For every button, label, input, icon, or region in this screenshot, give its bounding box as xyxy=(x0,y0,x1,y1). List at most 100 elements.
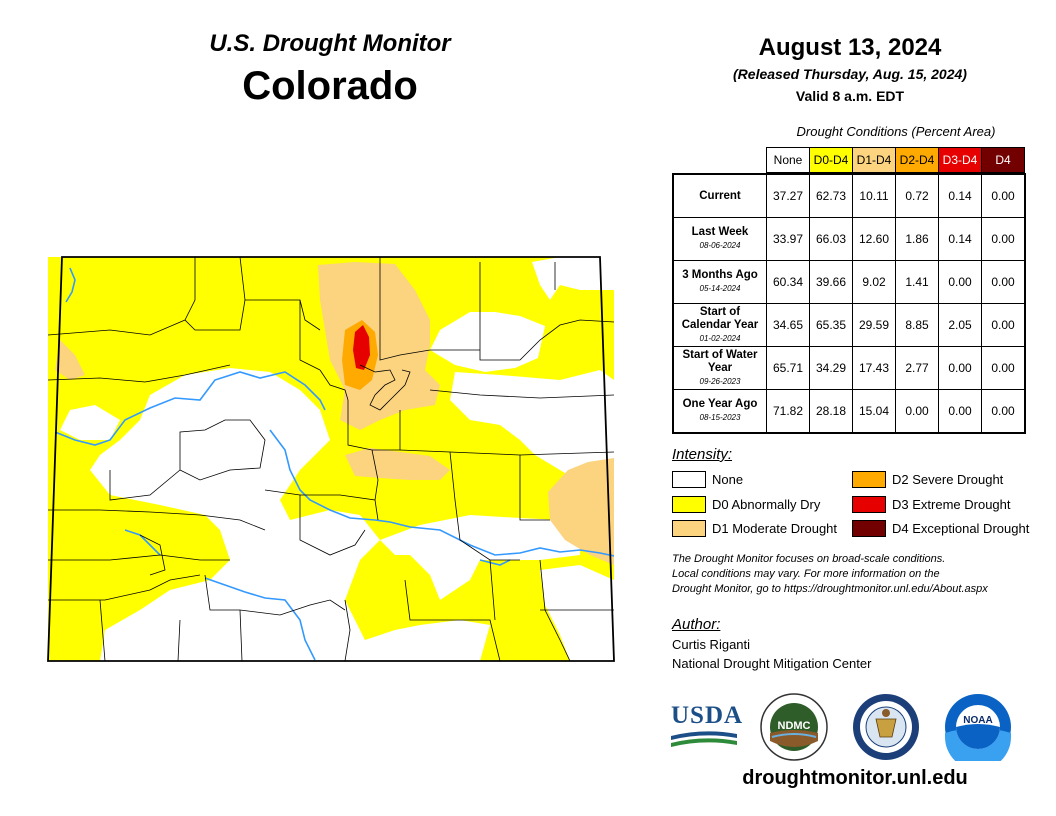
row-label: Last Week 08-06-2024 xyxy=(672,217,767,261)
table-row: Start of Water Year 09-26-2023 65.71 34.2… xyxy=(672,346,1026,390)
table-cell: 0.00 xyxy=(938,389,982,434)
table-row: Start of Calendar Year 01-02-2024 34.65 6… xyxy=(672,303,1026,347)
table-header: None D0-D4 D1-D4 D2-D4 D3-D4 D4 xyxy=(766,147,1025,173)
table-cell: 0.00 xyxy=(981,173,1026,218)
row-date: 09-26-2023 xyxy=(699,376,741,386)
author-label: Author: xyxy=(672,616,721,633)
release-date: (Released Thursday, Aug. 15, 2024) xyxy=(733,66,967,82)
legend-item-d1: D1 Moderate Drought xyxy=(672,520,837,537)
table-row: One Year Ago 08-15-2023 71.82 28.18 15.04… xyxy=(672,389,1026,434)
table-cell: 34.65 xyxy=(766,303,810,347)
row-date: 08-06-2024 xyxy=(699,241,741,250)
legend-swatch xyxy=(672,520,706,537)
table-cell: 39.66 xyxy=(809,260,853,304)
none-areas xyxy=(60,257,614,661)
doc-seal-logo xyxy=(853,694,919,760)
table-row: 3 Months Ago 05-14-2024 60.34 39.66 9.02 … xyxy=(672,260,1026,304)
note-line: The Drought Monitor focuses on broad-sca… xyxy=(672,553,946,565)
table-cell: 8.85 xyxy=(895,303,939,347)
map-date: August 13, 2024 xyxy=(758,34,942,61)
row-label: Current xyxy=(672,173,767,218)
table-cell: 0.00 xyxy=(981,303,1026,347)
table-cell: 0.00 xyxy=(895,389,939,434)
table-cell: 15.04 xyxy=(852,389,896,434)
noaa-logo-text: NOAA xyxy=(963,715,992,726)
row-label: Start of Calendar Year 01-02-2024 xyxy=(672,303,767,347)
noaa-logo: NOAA xyxy=(945,694,1011,761)
legend-swatch xyxy=(672,496,706,513)
col-d2-d4-header: D2-D4 xyxy=(895,147,939,173)
d3-extreme-drought-area xyxy=(353,325,370,370)
table-cell: 1.86 xyxy=(895,217,939,261)
table-cell: 60.34 xyxy=(766,260,810,304)
author-name: Curtis Riganti xyxy=(672,637,751,652)
col-d1-d4-header: D1-D4 xyxy=(852,147,896,173)
website-link[interactable]: droughtmonitor.unl.edu xyxy=(742,767,968,789)
usda-wave-icon xyxy=(671,731,737,747)
rivers xyxy=(54,267,614,661)
county-boundaries xyxy=(48,257,614,661)
legend-item-d2: D2 Severe Drought xyxy=(852,471,1003,488)
table-row: Last Week 08-06-2024 33.97 66.03 12.60 1.… xyxy=(672,217,1026,261)
table-cell: 2.05 xyxy=(938,303,982,347)
row-date: 08-15-2023 xyxy=(699,413,741,422)
valid-time: Valid 8 a.m. EDT xyxy=(795,88,905,104)
legend-swatch xyxy=(852,471,886,488)
table-cell: 0.00 xyxy=(981,217,1026,261)
table-cell: 33.97 xyxy=(766,217,810,261)
table-cell: 0.14 xyxy=(938,217,982,261)
drought-stats-table: Current 37.27 62.73 10.11 0.72 0.14 0.00… xyxy=(672,173,1026,434)
table-cell: 0.00 xyxy=(981,346,1026,390)
table-cell: 71.82 xyxy=(766,389,810,434)
table-cell: 0.00 xyxy=(981,389,1026,434)
table-cell: 37.27 xyxy=(766,173,810,218)
table-row: Current 37.27 62.73 10.11 0.72 0.14 0.00 xyxy=(672,173,1026,218)
legend-item-d3: D3 Extreme Drought xyxy=(852,496,1011,513)
table-cell: 17.43 xyxy=(852,346,896,390)
col-d3-d4-header: D3-D4 xyxy=(938,147,982,173)
legend-title: Intensity: xyxy=(672,446,733,463)
map-title: U.S. Drought Monitor xyxy=(209,30,451,57)
col-none-header: None xyxy=(766,147,810,173)
table-cell: 62.73 xyxy=(809,173,853,218)
table-caption: Drought Conditions (Percent Area) xyxy=(796,124,996,139)
state-name: Colorado xyxy=(242,64,418,108)
d1-moderate-drought-areas xyxy=(55,262,614,565)
author-org: National Drought Mitigation Center xyxy=(672,656,872,671)
table-cell: 0.00 xyxy=(938,260,982,304)
state-outline xyxy=(47,256,615,662)
table-cell: 28.18 xyxy=(809,389,853,434)
table-cell: 65.35 xyxy=(809,303,853,347)
legend-item-d4: D4 Exceptional Drought xyxy=(852,520,1029,537)
table-cell: 34.29 xyxy=(809,346,853,390)
table-cell: 65.71 xyxy=(766,346,810,390)
table-cell: 0.00 xyxy=(938,346,982,390)
ndmc-logo-text: NDMC xyxy=(778,720,811,732)
table-cell: 9.02 xyxy=(852,260,896,304)
table-cell: 12.60 xyxy=(852,217,896,261)
table-cell: 2.77 xyxy=(895,346,939,390)
legend-swatch xyxy=(672,471,706,488)
row-date: 01-02-2024 xyxy=(699,333,741,343)
legend-item-d0: D0 Abnormally Dry xyxy=(672,496,820,513)
table-cell: 66.03 xyxy=(809,217,853,261)
colorado-drought-map xyxy=(47,256,615,662)
row-label: 3 Months Ago 05-14-2024 xyxy=(672,260,767,304)
note-line: Local conditions may vary. For more info… xyxy=(672,568,940,580)
table-cell: 29.59 xyxy=(852,303,896,347)
row-label: One Year Ago 08-15-2023 xyxy=(672,389,767,434)
disclaimer-note: The Drought Monitor focuses on broad-sca… xyxy=(672,552,1042,597)
table-cell: 10.11 xyxy=(852,173,896,218)
row-label: Start of Water Year 09-26-2023 xyxy=(672,346,767,390)
legend-swatch xyxy=(852,496,886,513)
table-cell: 0.14 xyxy=(938,173,982,218)
table-cell: 0.72 xyxy=(895,173,939,218)
col-d0-d4-header: D0-D4 xyxy=(809,147,853,173)
table-cell: 0.00 xyxy=(981,260,1026,304)
col-d4-header: D4 xyxy=(981,147,1025,173)
table-cell: 1.41 xyxy=(895,260,939,304)
legend-swatch xyxy=(852,520,886,537)
note-line: Drought Monitor, go to https://droughtmo… xyxy=(672,583,988,595)
legend-item-none: None xyxy=(672,471,743,488)
ndmc-logo: NDMC xyxy=(760,693,828,761)
